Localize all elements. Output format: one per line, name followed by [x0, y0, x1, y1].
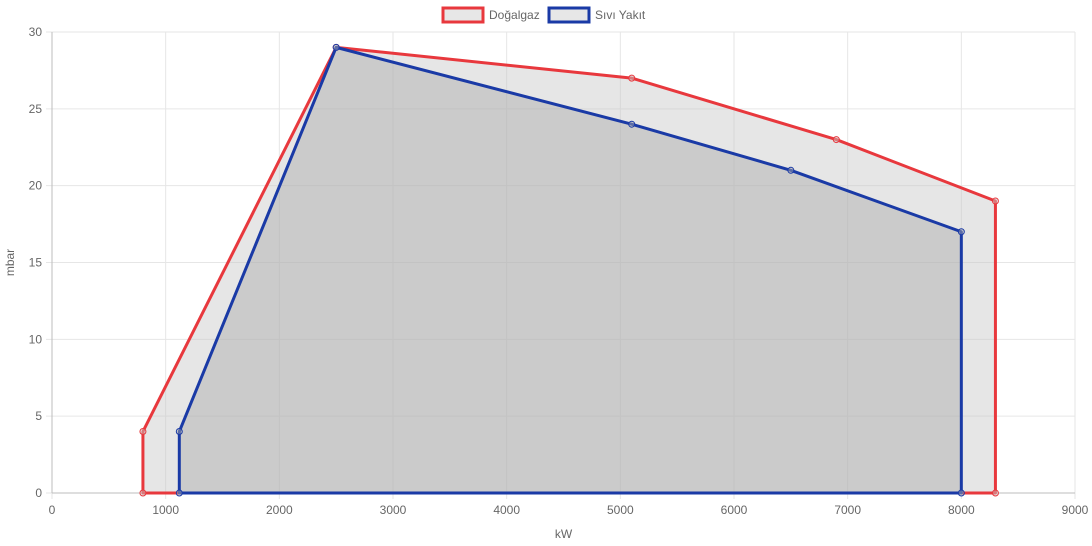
x-axis-title: kW — [555, 527, 573, 541]
data-point[interactable] — [175, 489, 183, 497]
y-tick-label: 5 — [35, 409, 42, 423]
x-tick-label: 1000 — [152, 503, 179, 517]
legend-item-1[interactable]: Doğalgaz — [441, 6, 540, 24]
data-point[interactable] — [832, 136, 840, 144]
x-tick-label: 7000 — [834, 503, 861, 517]
legend[interactable]: Doğalgaz Sıvı Yakıt — [441, 6, 646, 24]
legend-label: Doğalgaz — [489, 8, 540, 22]
legend-item-2[interactable]: Sıvı Yakıt — [547, 6, 646, 24]
legend-swatch — [547, 6, 591, 24]
x-tick-label: 3000 — [380, 503, 407, 517]
data-point[interactable] — [175, 428, 183, 436]
x-tick-label: 4000 — [493, 503, 520, 517]
series-1 — [139, 43, 999, 497]
y-tick-label: 25 — [29, 102, 43, 116]
x-tick-label: 0 — [49, 503, 56, 517]
data-point[interactable] — [991, 489, 999, 497]
data-point[interactable] — [787, 166, 795, 174]
x-tick-label: 6000 — [721, 503, 748, 517]
y-tick-label: 30 — [29, 25, 43, 39]
series-area — [179, 47, 962, 494]
data-point[interactable] — [628, 120, 636, 128]
series-area — [142, 47, 996, 494]
y-tick-label: 0 — [35, 486, 42, 500]
data-point[interactable] — [957, 228, 965, 236]
y-tick-label: 15 — [29, 256, 43, 270]
data-point[interactable] — [991, 197, 999, 205]
data-point[interactable] — [139, 428, 147, 436]
series-layer — [139, 43, 999, 497]
series-line — [141, 45, 997, 495]
series-2 — [175, 43, 965, 497]
y-tick-label: 10 — [29, 332, 43, 346]
data-point[interactable] — [332, 43, 340, 51]
y-tick-label: 20 — [29, 179, 43, 193]
x-tick-label: 9000 — [1062, 503, 1089, 517]
y-axis-title: mbar — [3, 249, 17, 276]
x-tick-label: 8000 — [948, 503, 975, 517]
x-tick-label: 2000 — [266, 503, 293, 517]
x-tick-label: 5000 — [607, 503, 634, 517]
data-point[interactable] — [628, 74, 636, 82]
series-line — [177, 45, 963, 495]
axes: 0 1000 2000 3000 4000 5000 6000 7000 8000 9000 0 5 1… — [29, 25, 1089, 517]
legend-swatch — [441, 6, 485, 24]
legend-label: Sıvı Yakıt — [595, 8, 646, 22]
data-point[interactable] — [139, 489, 147, 497]
data-point[interactable] — [957, 489, 965, 497]
